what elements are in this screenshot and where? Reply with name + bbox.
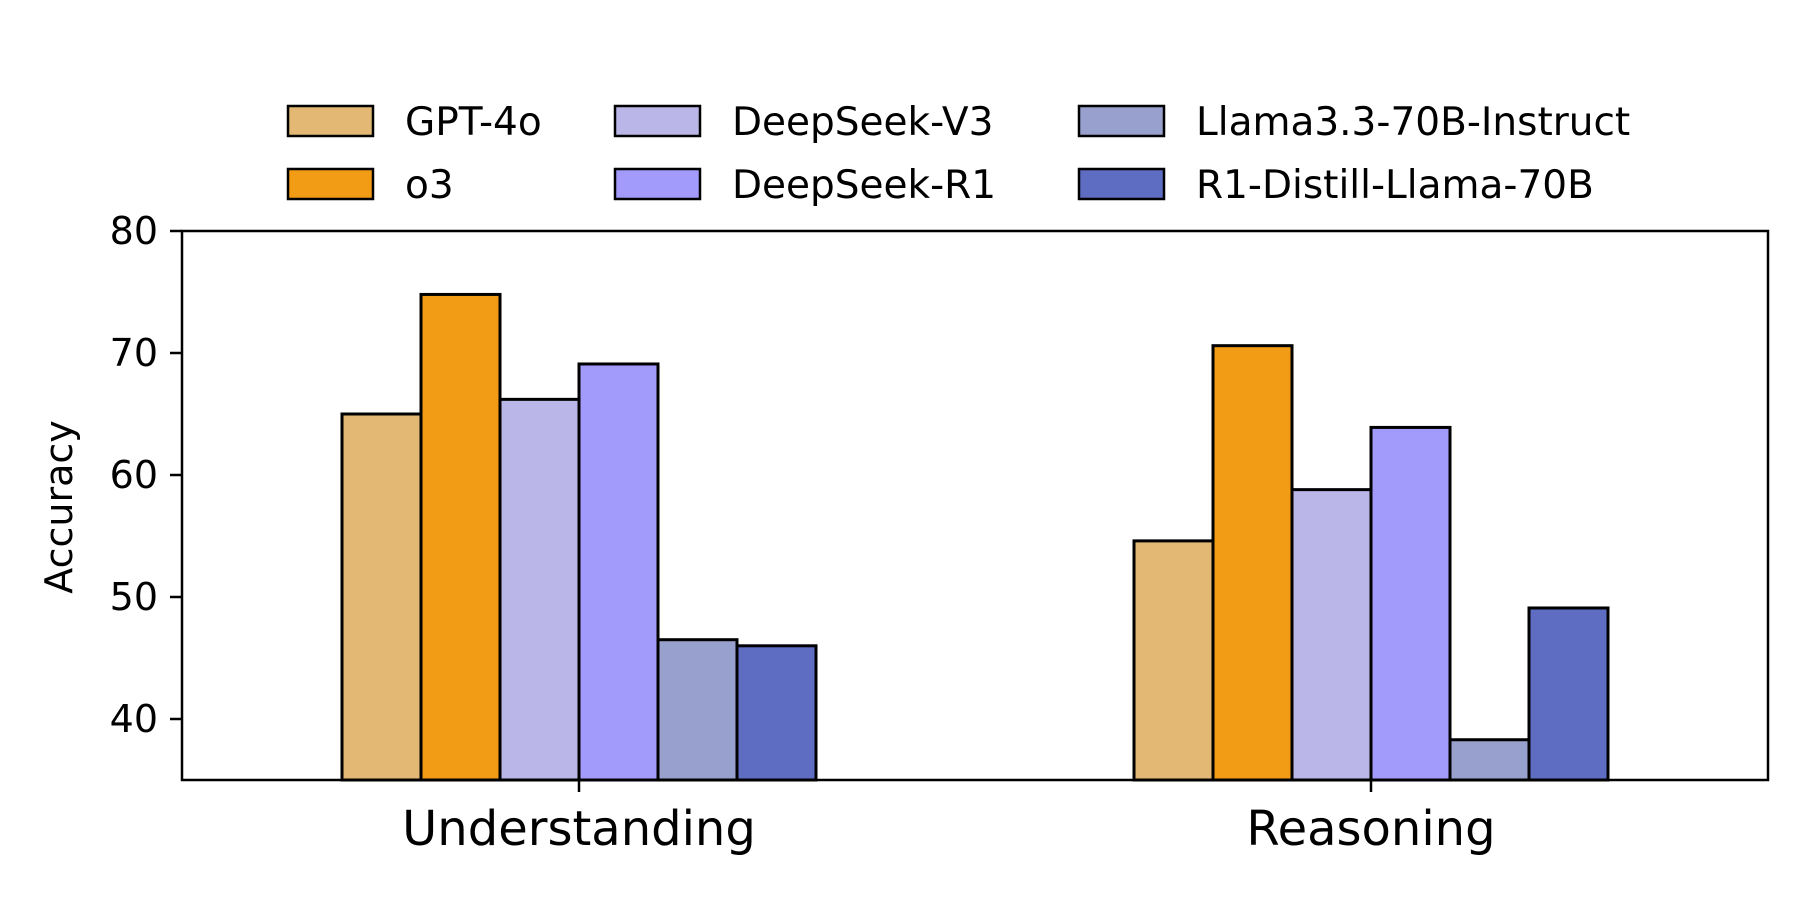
legend-swatch — [613, 167, 702, 201]
bar-R1-Distill-Llama-70B-Understanding — [735, 644, 818, 782]
legend: GPT-4o o3 DeepSeek-V3 DeepSeek-R1 Llama3.3-7… — [286, 100, 1630, 208]
bar-GPT-4o-Understanding — [340, 412, 423, 782]
legend-swatch — [1077, 104, 1166, 138]
legend-label: GPT-4o — [405, 100, 542, 145]
bar-o3-Reasoning — [1211, 344, 1294, 782]
legend-swatch — [1077, 167, 1166, 201]
bar-o3-Understanding — [419, 292, 502, 782]
legend-item: GPT-4o — [286, 100, 542, 145]
bar-Llama3.3-70B-Instruct-Understanding — [656, 638, 739, 782]
legend-item: o3 — [286, 163, 454, 208]
legend-label: Llama3.3-70B-Instruct — [1196, 100, 1630, 145]
bar-R1-Distill-Llama-70B-Reasoning — [1527, 606, 1610, 782]
legend-swatch — [286, 104, 375, 138]
y-tick-label: 70 — [110, 331, 158, 375]
y-axis-label: Accuracy — [37, 420, 81, 594]
legend-label: o3 — [405, 163, 454, 208]
legend-item: DeepSeek-V3 — [613, 100, 993, 145]
bar-GPT-4o-Reasoning — [1132, 539, 1215, 782]
legend-label: R1-Distill-Llama-70B — [1196, 163, 1594, 208]
legend-swatch — [286, 167, 375, 201]
bar-DeepSeek-V3-Understanding — [498, 397, 581, 782]
legend-label: DeepSeek-V3 — [732, 100, 993, 145]
legend-label: DeepSeek-R1 — [732, 163, 996, 208]
bar-DeepSeek-R1-Reasoning — [1369, 425, 1452, 782]
x-tick-label-understanding: Understanding — [402, 801, 756, 857]
y-axis-ticks: 40 50 60 70 80 — [110, 209, 182, 741]
legend-swatch — [613, 104, 702, 138]
x-axis-ticks: Understanding Reasoning — [402, 780, 1496, 857]
bars — [340, 292, 1610, 782]
legend-item: R1-Distill-Llama-70B — [1077, 163, 1594, 208]
legend-item: Llama3.3-70B-Instruct — [1077, 100, 1630, 145]
plot-frame — [180, 229, 1770, 782]
bar-DeepSeek-V3-Reasoning — [1290, 488, 1373, 782]
y-tick-label: 40 — [110, 697, 158, 741]
y-tick-label: 50 — [110, 575, 158, 619]
axes — [180, 229, 1770, 782]
y-tick-label: 60 — [110, 453, 158, 497]
x-tick-label-reasoning: Reasoning — [1246, 801, 1495, 857]
legend-item: DeepSeek-R1 — [613, 163, 996, 208]
bar-DeepSeek-R1-Understanding — [577, 362, 660, 782]
bar-Llama3.3-70B-Instruct-Reasoning — [1448, 738, 1531, 782]
y-tick-label: 80 — [110, 209, 158, 253]
